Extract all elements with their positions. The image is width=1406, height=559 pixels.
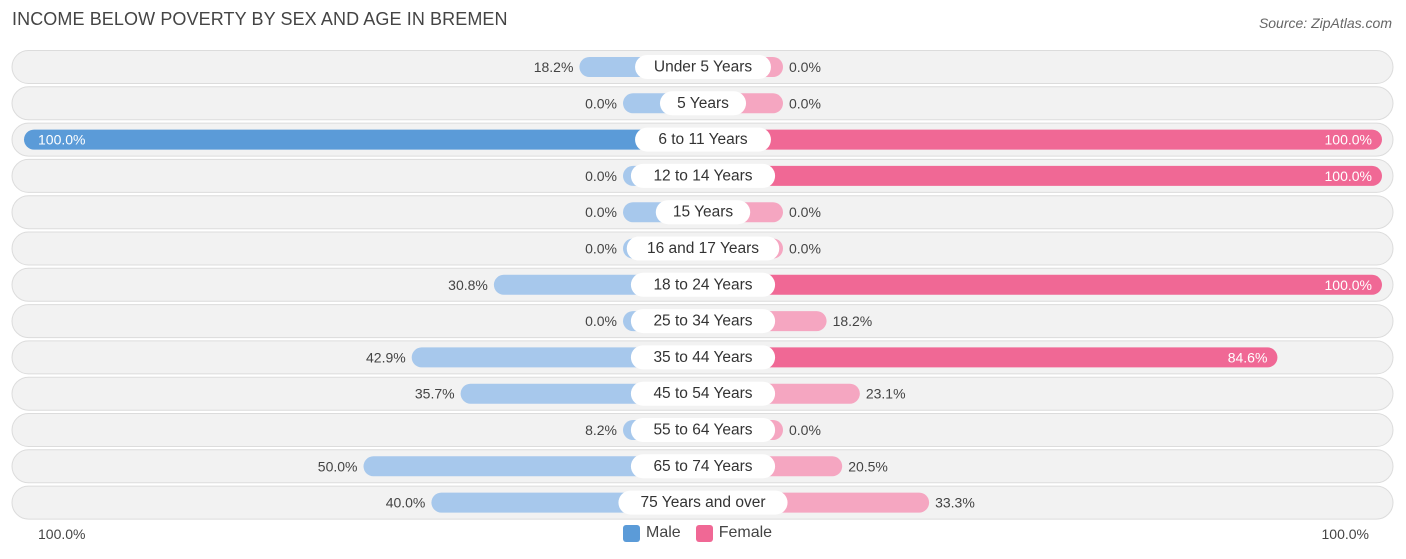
category-pill bbox=[635, 127, 771, 152]
female-bar bbox=[703, 129, 1382, 150]
category-label: Under 5 Years bbox=[654, 59, 752, 76]
male-value-label: 0.0% bbox=[585, 241, 617, 257]
male-value-label: 0.0% bbox=[585, 204, 617, 220]
male-value-label: 30.8% bbox=[448, 277, 488, 293]
axis-left-label: 100.0% bbox=[38, 526, 86, 542]
female-value-label: 23.1% bbox=[866, 386, 906, 402]
male-value-label: 0.0% bbox=[585, 95, 617, 111]
female-bar bbox=[703, 347, 1278, 368]
female-value-label: 0.0% bbox=[789, 422, 821, 438]
legend-item-male[interactable]: Male bbox=[623, 524, 681, 542]
category-label: 65 to 74 Years bbox=[653, 458, 752, 475]
male-value-label: 40.0% bbox=[386, 495, 426, 511]
category-pill bbox=[630, 418, 776, 442]
male-bar bbox=[24, 129, 703, 150]
female-value-label: 33.3% bbox=[935, 495, 975, 511]
male-bar bbox=[411, 347, 703, 368]
category-pill bbox=[630, 272, 776, 297]
category-pill bbox=[655, 200, 751, 225]
category-label: 16 and 17 Years bbox=[647, 240, 759, 257]
category-pill bbox=[630, 309, 776, 334]
source-label: Source: ZipAtlas.com bbox=[1258, 15, 1392, 31]
category-label: 75 Years and over bbox=[641, 494, 766, 511]
category-label: 12 to 14 Years bbox=[653, 167, 752, 184]
category-label: 45 to 54 Years bbox=[653, 385, 752, 402]
legend-label-male: Male bbox=[646, 524, 681, 541]
axis-right-label: 100.0% bbox=[1321, 526, 1369, 542]
female-value-label: 0.0% bbox=[789, 204, 821, 220]
male-value-label: 50.0% bbox=[318, 458, 358, 474]
female-value-label: 84.6% bbox=[1228, 349, 1268, 365]
category-label: 5 Years bbox=[677, 95, 729, 112]
male-bar bbox=[363, 456, 703, 477]
male-value-label: 18.2% bbox=[534, 59, 574, 75]
legend-label-female: Female bbox=[718, 524, 773, 541]
category-label: 25 to 34 Years bbox=[653, 313, 752, 330]
chart-svg: Under 5 Years 18.2% 0.0% 5 Years 0.0% 0.0% 6 t… bbox=[11, 50, 1394, 520]
category-label: 55 to 64 Years bbox=[653, 422, 752, 439]
male-value-label: 100.0% bbox=[38, 132, 85, 148]
chart-title: INCOME BELOW POVERTY BY SEX AND AGE IN B… bbox=[12, 9, 508, 29]
category-pill bbox=[618, 490, 788, 515]
male-value-label: 35.7% bbox=[415, 386, 455, 402]
category-label: 15 Years bbox=[673, 204, 734, 221]
female-value-label: 20.5% bbox=[848, 458, 888, 474]
category-label: 18 to 24 Years bbox=[653, 276, 752, 293]
category-pill bbox=[630, 454, 776, 479]
category-pill bbox=[630, 345, 776, 370]
female-value-label: 0.0% bbox=[789, 241, 821, 257]
female-value-label: 100.0% bbox=[1325, 277, 1372, 293]
male-value-label: 42.9% bbox=[366, 349, 406, 365]
female-value-label: 18.2% bbox=[833, 313, 873, 329]
female-value-label: 100.0% bbox=[1325, 132, 1372, 148]
legend-item-female[interactable]: Female bbox=[695, 524, 773, 542]
female-value-label: 0.0% bbox=[789, 59, 821, 75]
male-value-label: 8.2% bbox=[585, 422, 617, 438]
category-label: 6 to 11 Years bbox=[658, 131, 748, 148]
category-pill bbox=[630, 163, 776, 188]
female-value-label: 100.0% bbox=[1325, 168, 1372, 184]
female-bar bbox=[703, 165, 1382, 186]
legend-swatch-male bbox=[623, 524, 640, 542]
female-bar bbox=[703, 274, 1382, 295]
legend-swatch-female bbox=[695, 524, 713, 542]
category-pill bbox=[635, 55, 771, 79]
male-value-label: 0.0% bbox=[585, 168, 617, 184]
category-label: 35 to 44 Years bbox=[653, 349, 752, 366]
category-pill bbox=[630, 381, 776, 406]
category-pill bbox=[626, 236, 780, 261]
female-value-label: 0.0% bbox=[789, 95, 821, 111]
legend: Male Female bbox=[623, 524, 787, 542]
category-pill bbox=[659, 91, 747, 116]
male-value-label: 0.0% bbox=[585, 313, 617, 329]
